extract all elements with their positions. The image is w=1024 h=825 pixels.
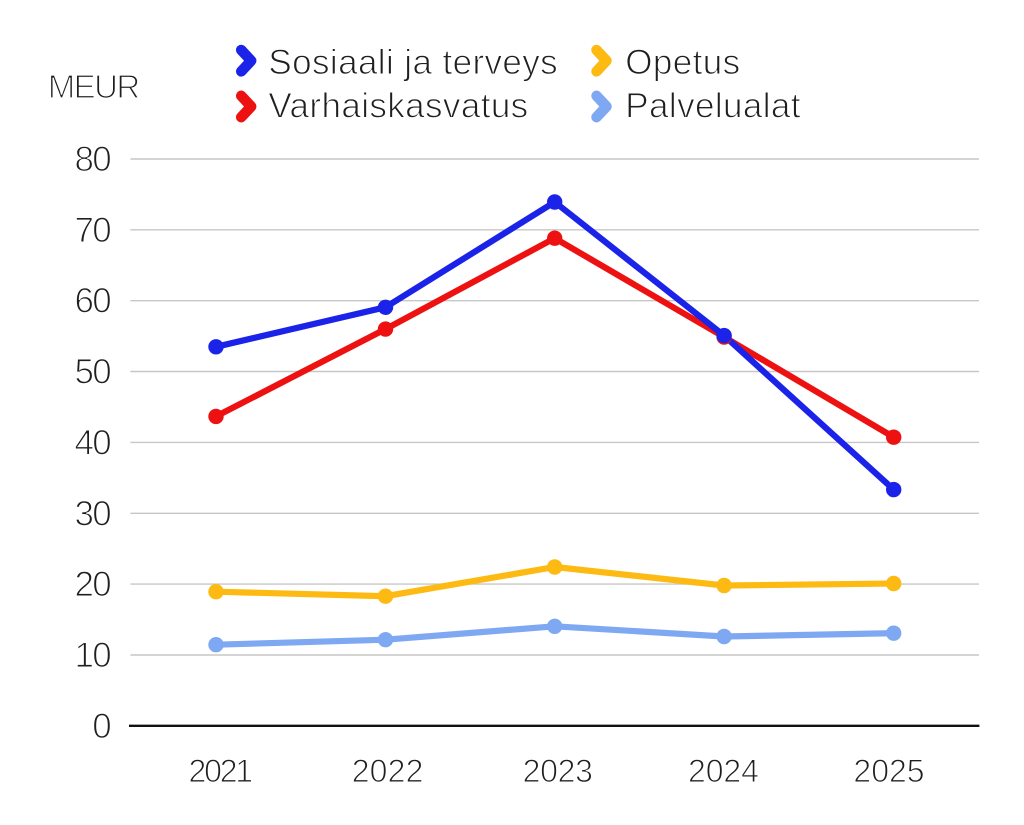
svg-text:2024: 2024 [688,753,759,789]
svg-text:2025: 2025 [853,753,924,789]
svg-text:10: 10 [74,636,111,675]
svg-text:Sosiaali ja terveys: Sosiaali ja terveys [268,43,558,82]
svg-text:50: 50 [74,353,111,392]
svg-text:2022: 2022 [352,753,424,789]
svg-text:Varhaiskasvatus: Varhaiskasvatus [268,87,528,126]
svg-text:Palvelualat: Palvelualat [625,87,801,126]
svg-text:2023: 2023 [523,753,593,789]
svg-text:20: 20 [74,565,111,604]
svg-text:80: 80 [74,140,111,179]
svg-text:40: 40 [74,423,111,462]
svg-text:70: 70 [74,211,111,250]
svg-text:Opetus: Opetus [625,43,740,82]
svg-text:30: 30 [74,494,111,533]
svg-text:60: 60 [74,282,111,321]
svg-text:MEUR: MEUR [48,68,140,105]
svg-text:0: 0 [92,707,111,746]
svg-text:2021: 2021 [189,753,253,789]
